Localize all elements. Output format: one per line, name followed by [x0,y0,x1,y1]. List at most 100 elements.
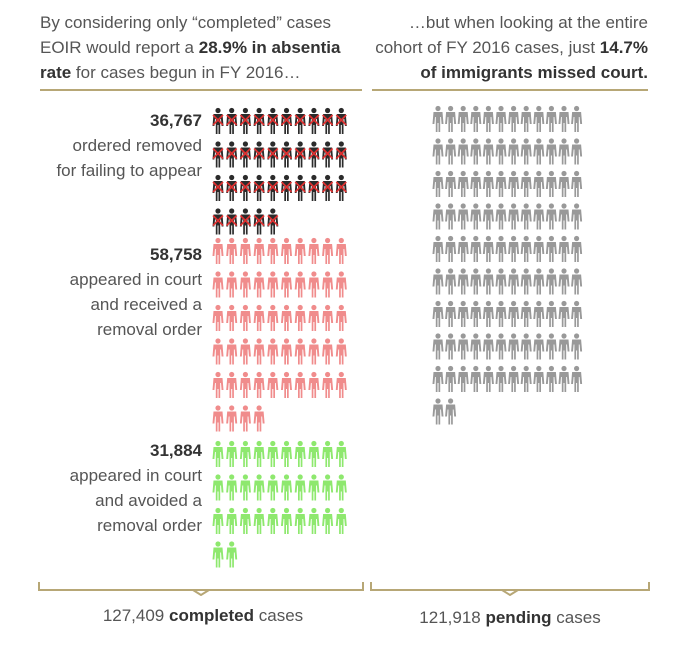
person-icon-pending-4 [470,105,482,132]
pending-bracket [370,582,650,596]
left-heading-line-1-segment-1: 28.9% in absentia [198,38,341,57]
person-icon-group3-8 [308,440,320,467]
removal-label: 58,758 appeared in court and received a … [70,242,202,342]
left-heading-line-2: rate for cases begun in FY 2016… [40,60,370,85]
person-icon-group3-10 [335,440,347,467]
person-icon-group1-11 [212,141,224,168]
left-heading: By considering only “completed” cases EOI… [40,10,370,85]
person-icon-pending-97 [432,365,444,392]
person-icon-group2-17 [294,271,306,298]
person-icon-group2-49 [322,371,334,398]
person-icon-pending-27 [457,170,469,197]
person-icon-group2-28 [308,304,320,331]
person-icon-group1-10 [335,107,347,134]
person-icon-group2-2 [226,237,238,264]
person-icon-group3-1 [212,440,224,467]
completed-total-segment-1: completed [169,606,255,625]
person-icon-pending-11 [558,105,570,132]
person-icon-group1-22 [226,174,238,201]
pending-total: 121,918 pending cases [372,608,648,628]
person-icon-pending-17 [482,138,494,165]
person-icon-pending-85 [432,333,444,360]
person-icon-pending-107 [558,365,570,392]
person-icon-group2-40 [335,338,347,365]
person-icon-pending-77 [482,300,494,327]
person-icon-pending-103 [508,365,520,392]
person-icon-group1-9 [322,107,334,134]
absentia-count: 36,767 [150,111,202,130]
person-icon-pending-22 [545,138,557,165]
person-icon-pending-80 [520,300,532,327]
person-icon-group1-34 [253,208,265,235]
person-icon-pending-92 [520,333,532,360]
person-icon-group2-29 [322,304,334,331]
person-icon-pending-7 [508,105,520,132]
person-icon-group3-4 [253,440,265,467]
person-icon-pending-9 [533,105,545,132]
person-icon-group2-23 [239,304,251,331]
person-icon-pending-52 [470,235,482,262]
person-icon-pending-108 [571,365,583,392]
person-icon-pending-104 [520,365,532,392]
person-icon-group2-51 [212,405,224,432]
person-icon-group1-20 [335,141,347,168]
person-icon-group2-39 [322,338,334,365]
person-icon-group3-18 [308,474,320,501]
person-icon-pending-62 [445,268,457,295]
left-heading-line-2-segment-1: for cases begun in FY 2016… [71,63,301,82]
person-icon-group2-4 [253,237,265,264]
person-icon-group3-9 [322,440,334,467]
absentia-text-line-1: ordered removed [72,136,202,155]
person-icon-group2-37 [294,338,306,365]
person-icon-pending-8 [520,105,532,132]
person-icon-pending-43 [508,203,520,230]
person-icon-pending-18 [495,138,507,165]
person-icon-pending-109 [432,398,444,425]
person-icon-pending-49 [432,235,444,262]
person-icon-pending-1 [432,105,444,132]
person-icon-group3-30 [335,507,347,534]
right-heading: …but when looking at the entire cohort of… [368,10,648,85]
left-heading-line-2-segment-0: rate [40,63,72,82]
person-icon-group2-3 [239,237,251,264]
right-heading-line-2-segment-0: of immigrants missed court. [420,63,648,82]
person-icon-pending-93 [533,333,545,360]
person-icon-group3-23 [239,507,251,534]
right-heading-line-1: cohort of FY 2016 cases, just 14.7% [368,35,648,60]
person-icon-group3-12 [226,474,238,501]
avoided-text-line-2: and avoided a [95,491,202,510]
person-icon-pending-2 [445,105,457,132]
person-icon-group2-1 [212,237,224,264]
right-heading-line-0-segment-0: …but when looking at the entire [408,13,648,32]
person-icon-group2-30 [335,304,347,331]
person-icon-group2-14 [253,271,265,298]
person-icon-group3-26 [281,507,292,534]
person-icon-pending-40 [470,203,482,230]
person-icon-group3-5 [267,440,279,467]
person-icon-group1-28 [308,174,320,201]
person-icon-group1-23 [239,174,251,201]
person-icon-pending-87 [457,333,469,360]
person-icon-group2-18 [308,271,320,298]
person-icon-group2-41 [212,371,224,398]
person-icon-pending-65 [482,268,494,295]
person-icon-pending-42 [495,203,507,230]
person-icon-group1-15 [267,141,279,168]
person-icon-pending-19 [508,138,520,165]
person-icon-group1-19 [322,141,334,168]
person-icon-group3-32 [226,541,238,568]
person-icon-pending-6 [495,105,507,132]
person-icon-pending-69 [533,268,545,295]
person-icon-pending-70 [545,268,557,295]
avoided-text-line-3: removal order [97,516,202,535]
person-icon-pending-57 [533,235,545,262]
avoided-count: 31,884 [150,441,202,460]
completed-total-segment-2: cases [254,606,304,625]
person-icon-pending-55 [508,235,520,262]
person-icon-group3-6 [281,440,292,467]
removal-count: 58,758 [150,245,202,264]
person-icon-group2-15 [267,271,279,298]
right-heading-rule [372,89,648,91]
person-icon-group1-33 [239,208,251,235]
